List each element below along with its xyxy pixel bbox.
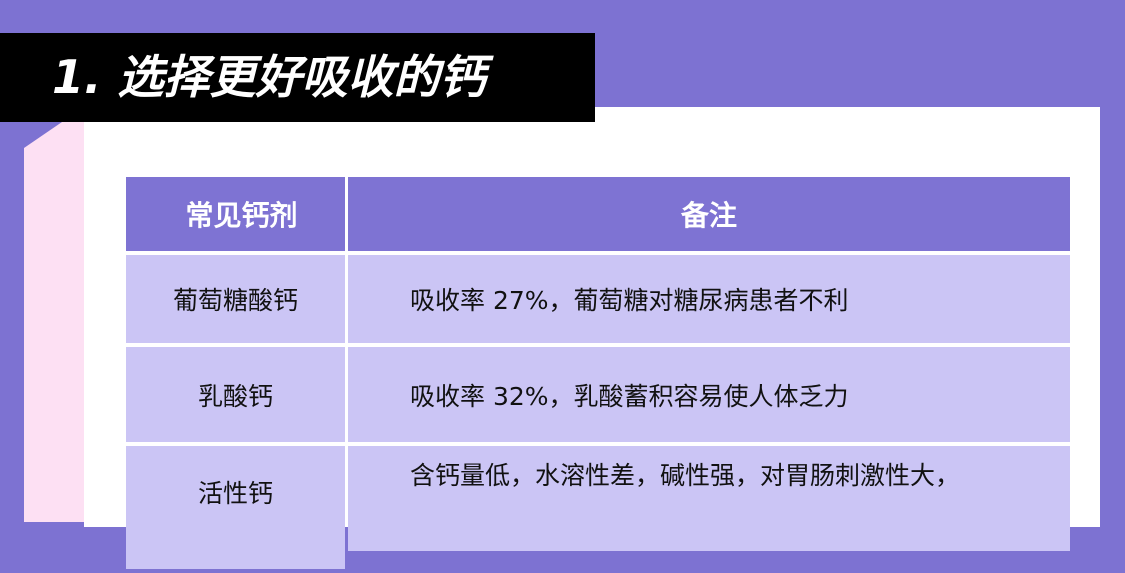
calcium-name: 活性钙 xyxy=(126,446,345,569)
section-title: 1. 选择更好吸收的钙 xyxy=(52,50,486,104)
table-row: 活性钙 含钙量低，水溶性差，碱性强，对胃肠刺激性大， xyxy=(126,446,1070,569)
table-row: 乳酸钙 吸收率 32%，乳酸蓄积容易使人体乏力 xyxy=(126,347,1070,442)
header-calcium-type: 常见钙剂 xyxy=(126,177,345,251)
table-row: 葡萄糖酸钙 吸收率 27%，葡萄糖对糖尿病患者不利 xyxy=(126,255,1070,343)
decorative-strip xyxy=(24,122,86,522)
calcium-name: 葡萄糖酸钙 xyxy=(126,255,345,343)
calcium-name: 乳酸钙 xyxy=(126,347,345,442)
section-banner: 1. 选择更好吸收的钙 xyxy=(0,33,595,122)
calcium-table: 常见钙剂 备注 葡萄糖酸钙 吸收率 27%，葡萄糖对糖尿病患者不利 乳酸钙 吸收… xyxy=(126,177,1070,573)
calcium-note: 吸收率 32%，乳酸蓄积容易使人体乏力 xyxy=(348,347,1070,442)
table-header: 常见钙剂 备注 xyxy=(126,177,1070,251)
calcium-note: 吸收率 27%，葡萄糖对糖尿病患者不利 xyxy=(348,255,1070,343)
calcium-note: 含钙量低，水溶性差，碱性强，对胃肠刺激性大， xyxy=(348,446,1070,551)
header-notes: 备注 xyxy=(348,177,1070,251)
